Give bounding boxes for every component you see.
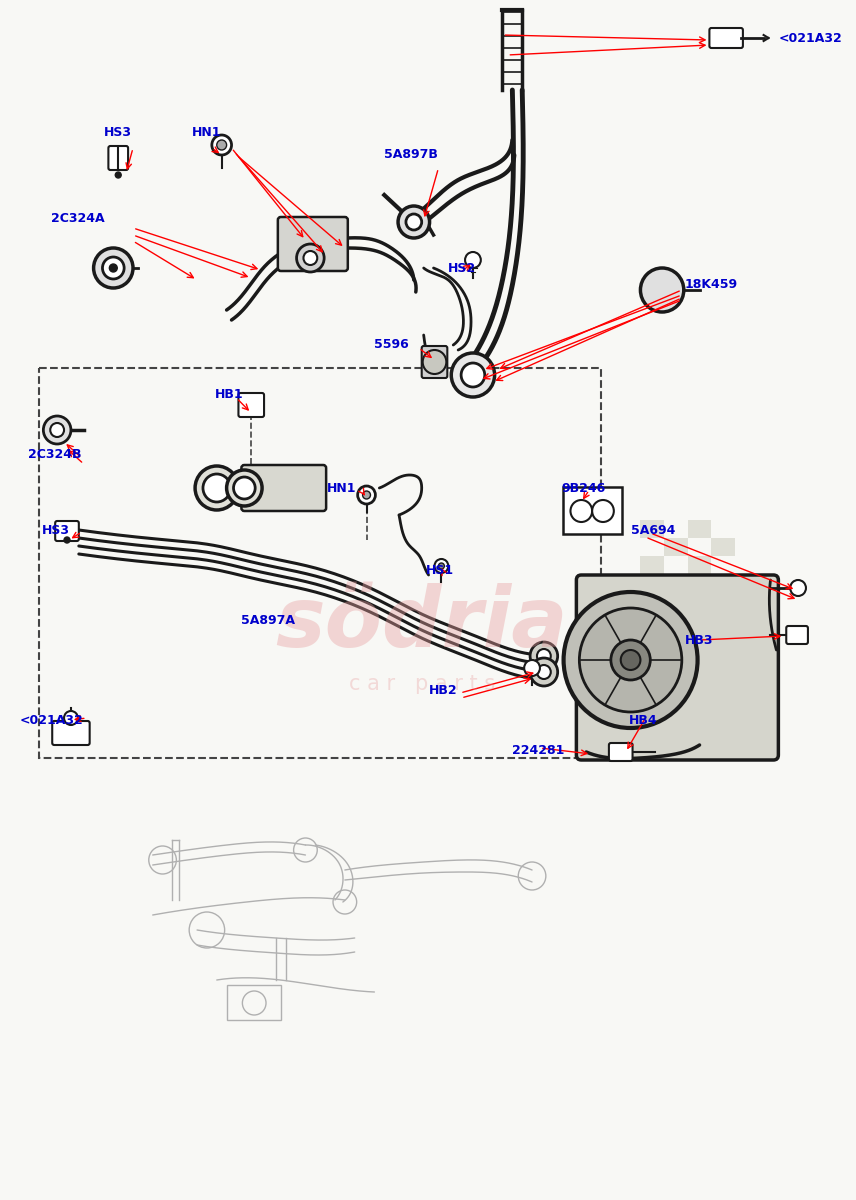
Text: 2C324A: 2C324A [51, 211, 104, 224]
Text: HN1: HN1 [192, 126, 222, 139]
Text: c a r   p a r t s: c a r p a r t s [348, 674, 495, 694]
Circle shape [103, 257, 124, 278]
Circle shape [435, 559, 449, 572]
Text: 5A694: 5A694 [631, 523, 675, 536]
Text: HN1: HN1 [327, 481, 357, 494]
Text: HS2: HS2 [449, 262, 477, 275]
FancyBboxPatch shape [787, 626, 808, 644]
Text: HB4: HB4 [628, 714, 657, 726]
Circle shape [64, 710, 78, 725]
FancyBboxPatch shape [109, 146, 128, 170]
Text: HS1: HS1 [425, 564, 454, 576]
Text: <021A32: <021A32 [20, 714, 83, 726]
FancyBboxPatch shape [278, 217, 348, 271]
Text: 5A897A: 5A897A [241, 613, 295, 626]
Circle shape [438, 563, 444, 569]
Circle shape [406, 214, 422, 230]
Circle shape [110, 264, 117, 272]
Circle shape [621, 650, 640, 670]
Circle shape [563, 592, 698, 728]
Circle shape [524, 660, 540, 676]
Circle shape [790, 580, 806, 596]
Bar [687, 520, 711, 538]
Text: 18K459: 18K459 [685, 278, 738, 292]
FancyBboxPatch shape [52, 721, 90, 745]
Text: 5596: 5596 [374, 338, 409, 352]
Bar [640, 556, 664, 574]
Circle shape [461, 362, 484, 386]
FancyBboxPatch shape [239, 392, 264, 416]
Circle shape [640, 268, 684, 312]
Text: 5A897B: 5A897B [384, 149, 438, 162]
Text: HB3: HB3 [685, 634, 713, 647]
FancyBboxPatch shape [710, 28, 743, 48]
Circle shape [465, 252, 481, 268]
Bar [711, 538, 735, 556]
Circle shape [537, 649, 550, 662]
Text: HS3: HS3 [104, 126, 132, 139]
Circle shape [195, 466, 239, 510]
Bar [687, 556, 711, 574]
Circle shape [358, 486, 376, 504]
Circle shape [423, 350, 446, 374]
Circle shape [570, 500, 592, 522]
Circle shape [530, 658, 557, 686]
Circle shape [234, 476, 255, 499]
Circle shape [537, 665, 550, 679]
Circle shape [211, 134, 231, 155]
Circle shape [116, 172, 122, 178]
Circle shape [296, 244, 324, 272]
Text: HB1: HB1 [215, 389, 243, 402]
Bar [664, 574, 687, 592]
Text: HB2: HB2 [429, 684, 457, 696]
FancyBboxPatch shape [422, 346, 448, 378]
FancyBboxPatch shape [609, 743, 633, 761]
Circle shape [398, 206, 430, 238]
Circle shape [44, 416, 71, 444]
Text: 9B246: 9B246 [562, 481, 606, 494]
Text: HS3: HS3 [41, 523, 69, 536]
Circle shape [592, 500, 614, 522]
FancyBboxPatch shape [241, 464, 326, 511]
Text: södria: södria [276, 583, 568, 665]
Circle shape [64, 538, 70, 542]
Text: <021A32: <021A32 [778, 31, 842, 44]
Circle shape [203, 474, 230, 502]
Circle shape [530, 642, 557, 670]
Bar [640, 520, 664, 538]
FancyBboxPatch shape [55, 521, 79, 541]
Circle shape [304, 251, 318, 265]
Circle shape [611, 640, 651, 680]
Circle shape [51, 422, 64, 437]
Circle shape [227, 470, 262, 506]
Bar [711, 574, 735, 592]
FancyBboxPatch shape [576, 575, 778, 760]
Text: 224281: 224281 [513, 744, 565, 756]
FancyBboxPatch shape [562, 487, 621, 534]
Circle shape [217, 140, 227, 150]
Bar [664, 538, 687, 556]
Circle shape [93, 248, 133, 288]
Circle shape [363, 491, 371, 499]
Text: 2C324B: 2C324B [27, 449, 81, 462]
Bar [227, 985, 281, 1020]
Bar [39, 368, 601, 758]
Circle shape [451, 353, 495, 397]
Circle shape [580, 608, 682, 712]
